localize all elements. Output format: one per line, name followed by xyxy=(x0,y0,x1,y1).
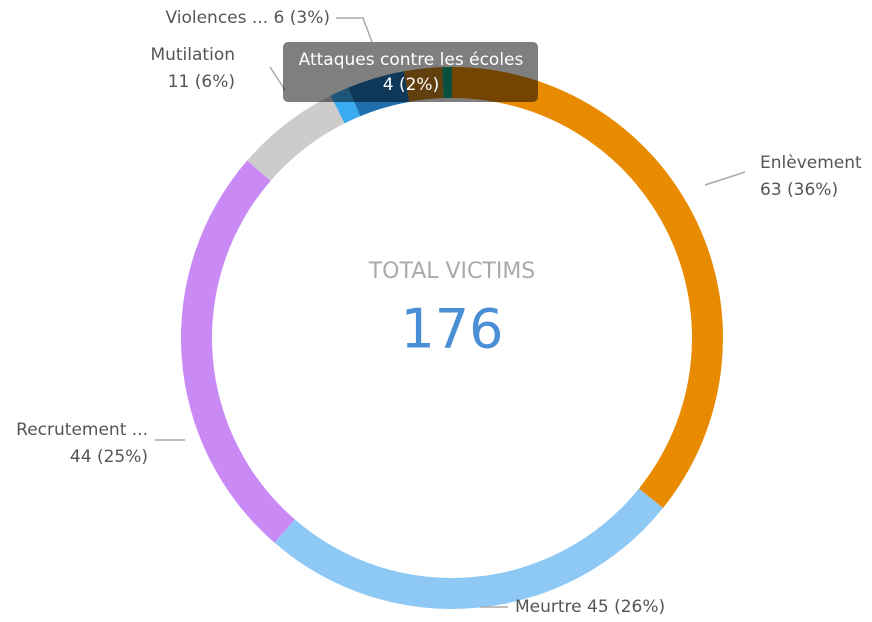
tooltip xyxy=(283,42,538,102)
leader-line xyxy=(269,66,286,91)
slice-name: Meurtre xyxy=(515,597,582,617)
tooltip-name: Attaques contre les écoles xyxy=(299,50,524,70)
slice-name: Recrutement ... xyxy=(16,420,148,440)
slice-label: Meurtre 45 (26%) xyxy=(515,597,665,617)
leader-line xyxy=(336,17,373,43)
slice-name: Mutilation xyxy=(150,45,235,65)
slice-value: 63 (36%) xyxy=(760,180,838,200)
donut-slice xyxy=(247,95,345,181)
donut-slice xyxy=(274,488,664,609)
slice-value: 45 (26%) xyxy=(587,597,665,617)
slice-value: 6 (3%) xyxy=(274,8,330,28)
leader-line xyxy=(704,171,746,186)
slice-name: Enlèvement xyxy=(760,153,862,173)
slice-value: 11 (6%) xyxy=(168,72,235,92)
center-label: TOTAL VICTIMS xyxy=(368,259,536,284)
donut-slice xyxy=(181,160,295,543)
donut-slice xyxy=(452,67,723,509)
tooltip-value: 4 (2%) xyxy=(383,75,439,95)
center-total: 176 xyxy=(400,298,503,361)
slice-value: 44 (25%) xyxy=(70,447,148,467)
slice-name: Violences ... xyxy=(166,8,269,28)
slice-label: Violences ... 6 (3%) xyxy=(166,8,331,28)
